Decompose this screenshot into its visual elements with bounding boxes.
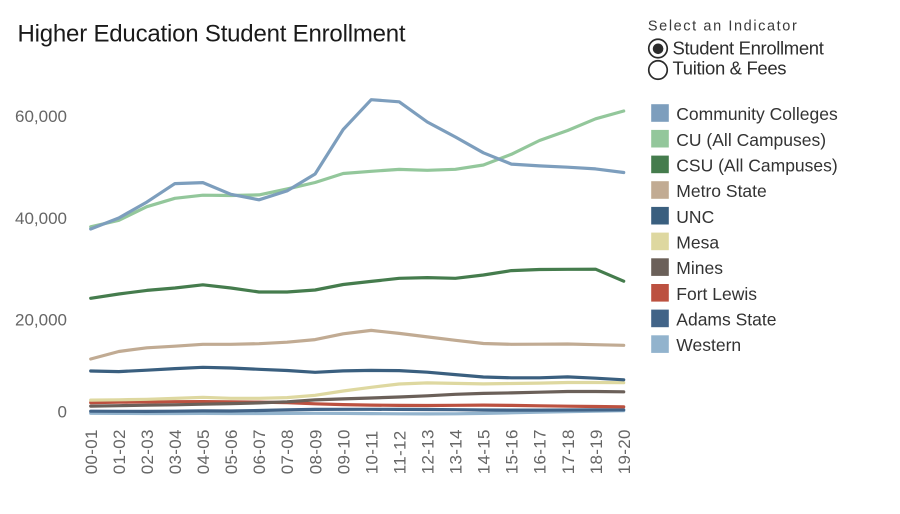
svg-text:UNC: UNC: [676, 207, 714, 227]
svg-text:11-12: 11-12: [390, 430, 409, 474]
svg-text:00-01: 00-01: [82, 429, 101, 474]
svg-text:Mesa: Mesa: [676, 233, 719, 253]
svg-text:04-05: 04-05: [194, 429, 213, 474]
svg-text:CSU (All Campuses): CSU (All Campuses): [676, 156, 837, 176]
svg-text:Western: Western: [676, 335, 741, 355]
svg-text:Higher Education Student Enrol: Higher Education Student Enrollment: [18, 21, 406, 48]
svg-text:15-16: 15-16: [503, 429, 522, 474]
svg-text:13-14: 13-14: [447, 429, 466, 474]
svg-text:07-08: 07-08: [278, 429, 297, 474]
svg-text:02-03: 02-03: [138, 429, 157, 474]
svg-text:20,000: 20,000: [15, 311, 67, 330]
svg-text:05-06: 05-06: [222, 429, 241, 474]
svg-text:08-09: 08-09: [306, 429, 325, 474]
svg-text:Community Colleges: Community Colleges: [676, 104, 838, 124]
svg-text:Metro State: Metro State: [676, 181, 766, 201]
svg-text:09-10: 09-10: [334, 429, 353, 474]
svg-text:18-19: 18-19: [587, 429, 606, 474]
svg-text:Tuition & Fees: Tuition & Fees: [673, 58, 787, 79]
svg-text:12-13: 12-13: [419, 429, 438, 474]
svg-text:14-15: 14-15: [475, 429, 494, 474]
svg-text:10-11: 10-11: [362, 430, 381, 474]
svg-text:01-02: 01-02: [110, 429, 129, 474]
svg-text:60,000: 60,000: [15, 107, 67, 126]
svg-text:16-17: 16-17: [531, 429, 550, 474]
svg-text:0: 0: [58, 403, 67, 422]
svg-text:40,000: 40,000: [15, 209, 67, 228]
svg-text:Fort Lewis: Fort Lewis: [676, 284, 757, 304]
svg-text:Mines: Mines: [676, 258, 723, 278]
svg-text:19-20: 19-20: [615, 429, 634, 474]
svg-text:CU (All Campuses): CU (All Campuses): [676, 130, 826, 150]
svg-text:06-07: 06-07: [250, 429, 269, 474]
svg-text:Select an Indicator: Select an Indicator: [648, 18, 799, 34]
svg-text:17-18: 17-18: [559, 429, 578, 474]
svg-text:03-04: 03-04: [166, 429, 185, 474]
svg-text:Student Enrollment: Student Enrollment: [673, 38, 824, 59]
svg-text:Adams State: Adams State: [676, 310, 776, 330]
